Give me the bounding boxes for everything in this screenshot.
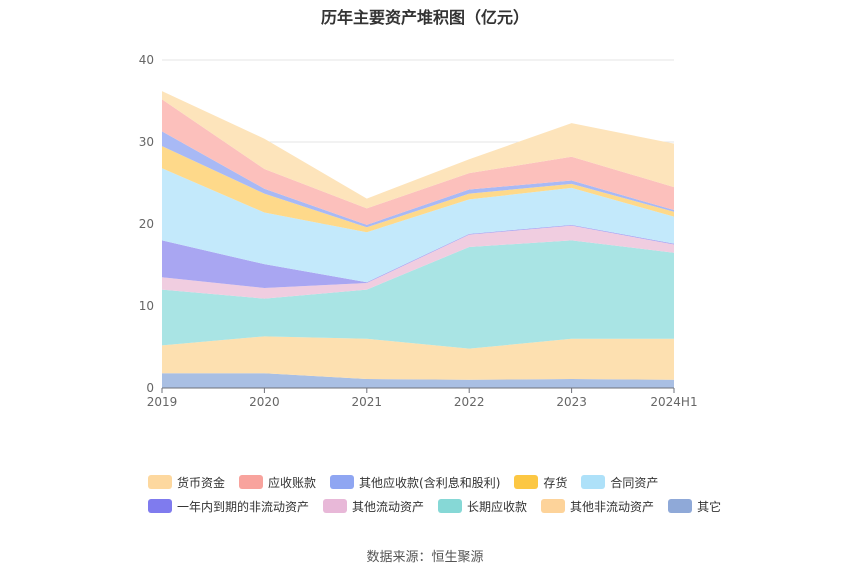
x-tick-label: 2024H1	[650, 395, 697, 409]
x-tick-label: 2019	[147, 395, 178, 409]
legend-swatch	[541, 499, 566, 513]
legend-swatch	[514, 475, 539, 489]
area-存货	[162, 146, 674, 233]
y-tick-label: 20	[139, 217, 154, 231]
x-tick-label: 2022	[454, 395, 485, 409]
stacked-area-chart: 0 10 20 30 40 2019 2020 2021 2022 2023 2024H1	[139, 53, 698, 409]
legend-swatch	[148, 499, 172, 513]
y-tick-label: 0	[146, 381, 154, 395]
legend-label: 一年内到期的非流动资产	[177, 499, 310, 514]
area-一年内到期的非流动资产	[162, 224, 674, 288]
legend-swatch	[438, 499, 463, 513]
area-合同资产	[162, 168, 674, 283]
legend-swatch	[239, 475, 264, 489]
legend-label: 合同资产	[610, 475, 659, 490]
y-tick-label: 10	[139, 299, 154, 313]
axes: 0 10 20 30 40 2019 2020 2021 2022 2023 2024H1	[139, 53, 698, 409]
x-tick-label: 2023	[556, 395, 587, 409]
legend-swatch	[581, 475, 606, 489]
x-tick-label: 2020	[249, 395, 280, 409]
legend-item[interactable]: 其他应收款(含利息和股利)	[330, 470, 500, 494]
area-series	[162, 91, 674, 388]
x-tick-label: 2021	[352, 395, 383, 409]
legend-item[interactable]: 应收账款	[239, 470, 316, 494]
area-其他流动资产	[162, 225, 674, 299]
area-货币资金	[162, 91, 674, 209]
y-tick-label: 40	[139, 53, 154, 67]
area-其他非流动资产	[162, 336, 674, 380]
legend-item[interactable]: 其他流动资产	[323, 494, 424, 518]
legend-label: 其它	[697, 499, 722, 514]
chart-title: 历年主要资产堆积图（亿元）	[320, 8, 529, 27]
legend-item[interactable]: 其他非流动资产	[541, 494, 654, 518]
legend-swatch	[323, 499, 348, 513]
legend-label: 其他流动资产	[352, 499, 425, 514]
area-其他应收款(含利息和股利)	[162, 131, 674, 228]
legend-item[interactable]: 其它	[668, 494, 721, 518]
legend-item[interactable]: 货币资金	[148, 470, 225, 494]
data-source: 数据来源：恒生聚源	[366, 550, 484, 565]
area-其它	[162, 373, 674, 388]
area-长期应收款	[162, 240, 674, 349]
legend-label: 货币资金	[177, 475, 226, 490]
legend-item[interactable]: 长期应收款	[438, 494, 527, 518]
legend-item[interactable]: 一年内到期的非流动资产	[148, 494, 309, 518]
legend-label: 应收账款	[268, 475, 317, 490]
legend-label: 长期应收款	[467, 499, 528, 514]
legend: 货币资金 应收账款 其他应收款(含利息和股利) 存货 合同资产一年内到期的非流动资产 其他…	[148, 470, 748, 518]
legend-item[interactable]: 存货	[514, 470, 567, 494]
legend-item[interactable]: 合同资产	[581, 470, 658, 494]
y-tick-label: 30	[139, 135, 154, 149]
area-应收账款	[162, 99, 674, 225]
legend-swatch	[330, 475, 355, 489]
legend-swatch	[148, 475, 172, 489]
legend-label: 其他应收款(含利息和股利)	[359, 475, 501, 490]
legend-swatch	[668, 499, 693, 513]
legend-label: 存货	[543, 475, 568, 490]
legend-label: 其他非流动资产	[570, 499, 655, 514]
